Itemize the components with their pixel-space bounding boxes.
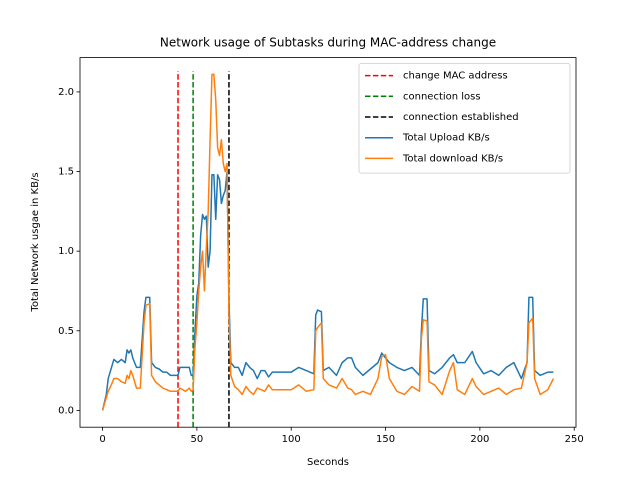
- legend-label: connection established: [403, 112, 519, 123]
- y-tick-label: 0.0: [58, 405, 74, 416]
- legend-label: connection loss: [403, 91, 481, 102]
- y-axis-label: Total Network usgae in KB/s: [30, 172, 41, 312]
- chart-title: Network usage of Subtasks during MAC-add…: [160, 36, 496, 50]
- axes-frame: [79, 57, 577, 428]
- y-tick-label: 1.5: [58, 167, 74, 178]
- y-tick-label: 2.0: [58, 87, 74, 98]
- data-line: [101, 170, 554, 411]
- y-tick-label: 0.5: [58, 326, 74, 337]
- x-tick-label: 0: [99, 434, 105, 445]
- legend-box: [358, 63, 571, 174]
- x-tick-label: 150: [376, 434, 395, 445]
- x-tick-label: 100: [282, 434, 301, 445]
- legend-label: Total download KB/s: [402, 153, 503, 164]
- x-tick-label: 250: [565, 434, 584, 445]
- legend-label: change MAC address: [403, 71, 508, 82]
- data-line: [101, 73, 555, 411]
- x-tick-label: 200: [470, 434, 489, 445]
- legend-label: Total Upload KB/s: [402, 133, 490, 144]
- x-axis-label: Seconds: [307, 457, 349, 468]
- x-tick-label: 50: [191, 434, 204, 445]
- y-tick-label: 1.0: [58, 246, 74, 257]
